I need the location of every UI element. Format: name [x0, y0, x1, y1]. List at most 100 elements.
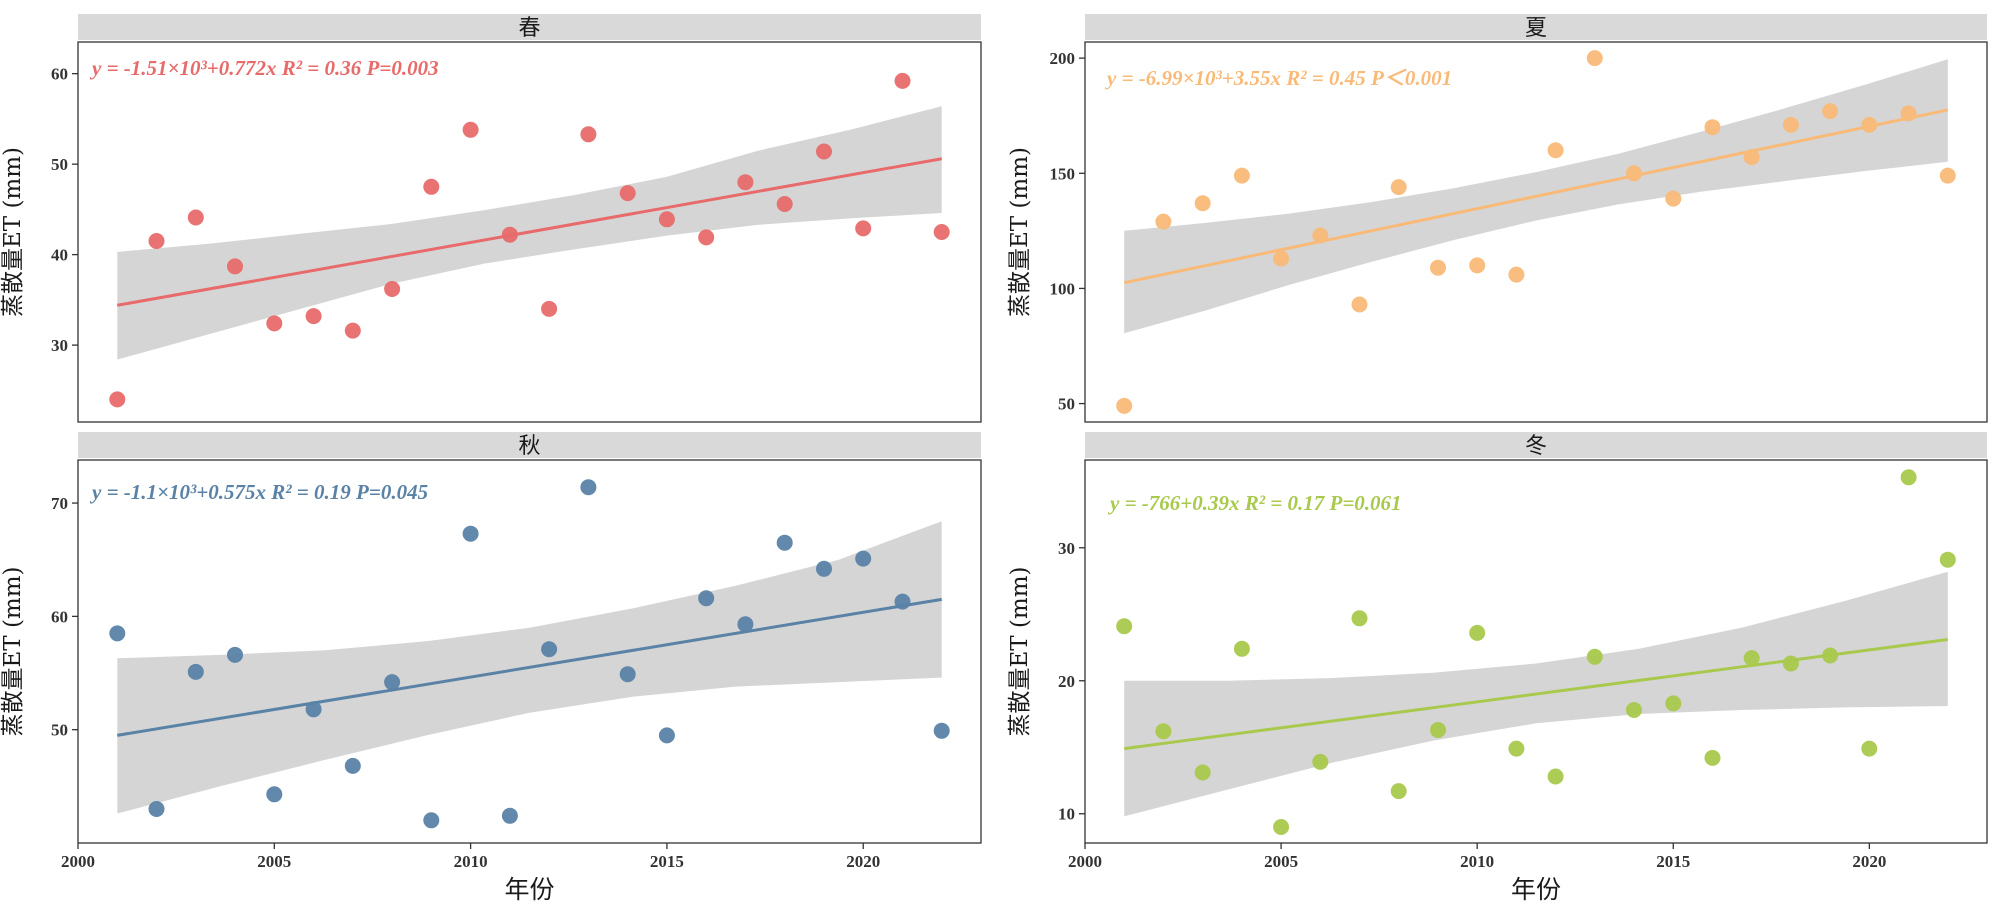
y-tick-label: 150 — [1050, 164, 1076, 183]
data-point — [1586, 50, 1603, 67]
data-point — [1390, 783, 1407, 800]
data-point — [1155, 213, 1172, 230]
regression-line — [117, 597, 942, 737]
panel-4: 冬 y = -766+0.39x R² = 0.17 P=0.061 10 20 30 蒸… — [1007, 432, 1988, 904]
data-point — [776, 196, 793, 212]
data-point — [894, 72, 911, 89]
y-tick-label: 70 — [51, 494, 68, 513]
data-point — [1469, 624, 1486, 641]
data-point — [933, 722, 950, 739]
x-tick-label: 2000 — [1068, 852, 1102, 871]
facet-title: 夏 — [1525, 16, 1547, 41]
data-point — [855, 550, 872, 567]
data-point — [1782, 655, 1799, 672]
data-point — [541, 300, 558, 317]
data-point — [658, 211, 675, 228]
x-tick-label: 2015 — [1656, 852, 1690, 871]
data-point — [1939, 551, 1956, 568]
data-point — [1273, 250, 1290, 267]
data-point — [1822, 647, 1839, 664]
data-point — [1508, 740, 1525, 757]
regression-equation: y = -766+0.39x R² = 0.17 P=0.061 — [1107, 491, 1402, 515]
data-point — [1312, 753, 1329, 770]
data-point — [1626, 702, 1642, 718]
data-point — [737, 616, 754, 633]
data-point — [384, 674, 401, 691]
y-tick-label: 60 — [51, 65, 68, 84]
data-point — [1312, 227, 1329, 244]
data-point — [1233, 640, 1250, 657]
data-point — [384, 281, 401, 297]
facet-title: 秋 — [518, 434, 540, 459]
y-axis-label: 蒸散量ET (mm) — [0, 566, 26, 736]
data-point — [541, 641, 558, 658]
data-point — [619, 185, 636, 202]
data-point — [1273, 819, 1290, 835]
data-point — [1900, 469, 1917, 486]
data-point — [1900, 105, 1917, 122]
data-point — [619, 666, 636, 683]
data-point — [580, 479, 597, 496]
data-point — [1586, 648, 1603, 665]
regression-line — [1123, 108, 1949, 285]
panel-2: 夏 y = -6.99×10³+3.55x R² = 0.45 P＜0.001 50… — [1007, 14, 1988, 423]
data-point — [816, 560, 832, 577]
x-axis-label: 年份 — [1511, 875, 1561, 904]
data-point — [462, 525, 479, 542]
data-point — [344, 757, 361, 774]
data-point — [305, 701, 322, 718]
data-point — [894, 593, 911, 610]
regression-line — [1124, 638, 1948, 751]
x-tick-label: 2000 — [61, 852, 95, 871]
data-point — [1508, 266, 1525, 283]
data-point — [1939, 167, 1956, 184]
y-tick-label: 30 — [51, 336, 68, 355]
x-tick-label: 2010 — [1460, 852, 1494, 871]
x-tick-label: 2005 — [257, 852, 291, 871]
data-point — [1822, 103, 1839, 120]
panel-1: 春 y = -1.51×10³+0.772x R² = 0.36 P=0.003 3… — [0, 14, 982, 423]
y-tick-label: 200 — [1050, 49, 1076, 68]
data-point — [266, 786, 283, 803]
data-point — [423, 178, 440, 195]
data-point — [187, 663, 204, 680]
data-point — [1116, 618, 1133, 635]
data-point — [816, 143, 832, 160]
y-tick-label: 30 — [1058, 539, 1075, 558]
facet-strip — [78, 14, 981, 40]
y-axis-label: 蒸散量ET (mm) — [1007, 147, 1033, 317]
x-tick-label: 2015 — [650, 852, 684, 871]
data-point — [1704, 749, 1721, 766]
facet-title: 春 — [518, 16, 540, 41]
data-point — [1430, 259, 1446, 276]
facet-title: 冬 — [1525, 434, 1547, 459]
data-point — [1547, 142, 1564, 159]
data-point — [1743, 650, 1760, 667]
data-point — [305, 308, 322, 325]
data-point — [1665, 190, 1682, 207]
data-point — [1704, 119, 1721, 136]
data-point — [1626, 165, 1642, 182]
data-point — [1390, 179, 1407, 196]
y-axis-label: 蒸散量ET (mm) — [0, 147, 26, 317]
data-point — [776, 534, 793, 551]
x-tick-label: 2010 — [454, 852, 488, 871]
data-point — [1351, 296, 1368, 313]
x-tick-label: 2020 — [1852, 852, 1886, 871]
data-point — [737, 174, 754, 191]
y-tick-label: 10 — [1058, 805, 1075, 824]
data-point — [266, 315, 283, 332]
data-point — [698, 229, 715, 246]
panel-3: 秋 y = -1.1×10³+0.575x R² = 0.19 P=0.045 50… — [0, 432, 982, 904]
data-point — [1547, 768, 1564, 785]
x-tick-label: 2020 — [846, 852, 880, 871]
data-point — [1665, 695, 1682, 712]
data-point — [1469, 257, 1486, 274]
y-tick-label: 50 — [51, 721, 68, 740]
y-tick-label: 40 — [51, 246, 68, 265]
data-point — [698, 590, 715, 607]
y-tick-label: 20 — [1058, 672, 1075, 691]
y-tick-label: 50 — [1058, 395, 1075, 414]
y-tick-label: 60 — [51, 607, 68, 626]
